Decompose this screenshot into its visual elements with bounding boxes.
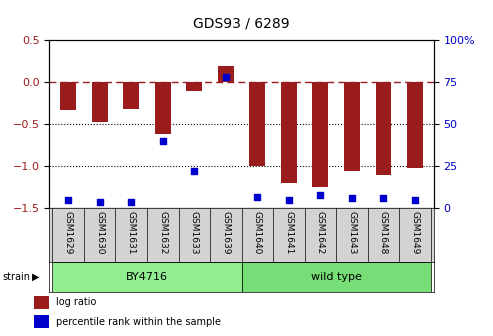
Bar xyxy=(313,82,328,187)
Text: GSM1632: GSM1632 xyxy=(158,211,167,254)
Text: wild type: wild type xyxy=(311,272,361,282)
Text: GSM1629: GSM1629 xyxy=(63,208,73,255)
Point xyxy=(317,192,324,198)
Bar xyxy=(249,82,265,166)
Bar xyxy=(218,66,234,82)
Point xyxy=(380,196,387,201)
Text: GSM1643: GSM1643 xyxy=(347,208,357,255)
Text: GSM1648: GSM1648 xyxy=(379,211,388,254)
Point xyxy=(190,169,198,174)
Bar xyxy=(92,82,107,122)
Text: GSM1642: GSM1642 xyxy=(316,211,325,254)
Text: GSM1640: GSM1640 xyxy=(252,208,262,255)
Point xyxy=(348,196,356,201)
Point xyxy=(222,75,230,80)
Bar xyxy=(344,82,360,170)
Bar xyxy=(60,82,76,110)
Point xyxy=(253,194,261,199)
Bar xyxy=(376,82,391,175)
Text: GSM1641: GSM1641 xyxy=(284,211,293,254)
Point xyxy=(159,138,167,144)
Point xyxy=(285,197,293,203)
Text: GSM1631: GSM1631 xyxy=(127,211,136,254)
Text: percentile rank within the sample: percentile rank within the sample xyxy=(56,317,221,327)
Point xyxy=(127,199,135,204)
FancyBboxPatch shape xyxy=(242,262,431,292)
Text: GSM1631: GSM1631 xyxy=(126,208,136,255)
Point xyxy=(96,199,104,204)
Text: strain: strain xyxy=(2,272,31,282)
Text: GSM1639: GSM1639 xyxy=(221,208,231,255)
Bar xyxy=(34,296,49,308)
Bar xyxy=(407,82,423,168)
Bar xyxy=(123,82,139,109)
Text: GSM1640: GSM1640 xyxy=(253,211,262,254)
Text: GSM1630: GSM1630 xyxy=(95,208,105,255)
Point xyxy=(411,197,419,203)
Text: GSM1642: GSM1642 xyxy=(316,208,325,255)
Text: GSM1629: GSM1629 xyxy=(64,211,72,254)
Text: GDS93 / 6289: GDS93 / 6289 xyxy=(193,16,290,30)
Bar xyxy=(155,82,171,134)
Text: GSM1643: GSM1643 xyxy=(348,211,356,254)
Text: GSM1649: GSM1649 xyxy=(411,211,420,254)
Bar xyxy=(186,82,202,91)
Text: GSM1633: GSM1633 xyxy=(189,208,199,255)
FancyBboxPatch shape xyxy=(52,262,242,292)
Text: log ratio: log ratio xyxy=(56,297,96,307)
Text: GSM1633: GSM1633 xyxy=(190,211,199,254)
Bar xyxy=(34,315,49,328)
Text: GSM1641: GSM1641 xyxy=(284,208,294,255)
Text: GSM1632: GSM1632 xyxy=(158,208,168,255)
Point xyxy=(64,197,72,203)
Text: ▶: ▶ xyxy=(32,272,39,282)
Bar xyxy=(281,82,297,183)
Text: GSM1639: GSM1639 xyxy=(221,211,230,254)
Text: BY4716: BY4716 xyxy=(126,272,168,282)
Text: GSM1648: GSM1648 xyxy=(379,208,388,255)
Text: GSM1649: GSM1649 xyxy=(410,208,420,255)
Text: GSM1630: GSM1630 xyxy=(95,211,104,254)
